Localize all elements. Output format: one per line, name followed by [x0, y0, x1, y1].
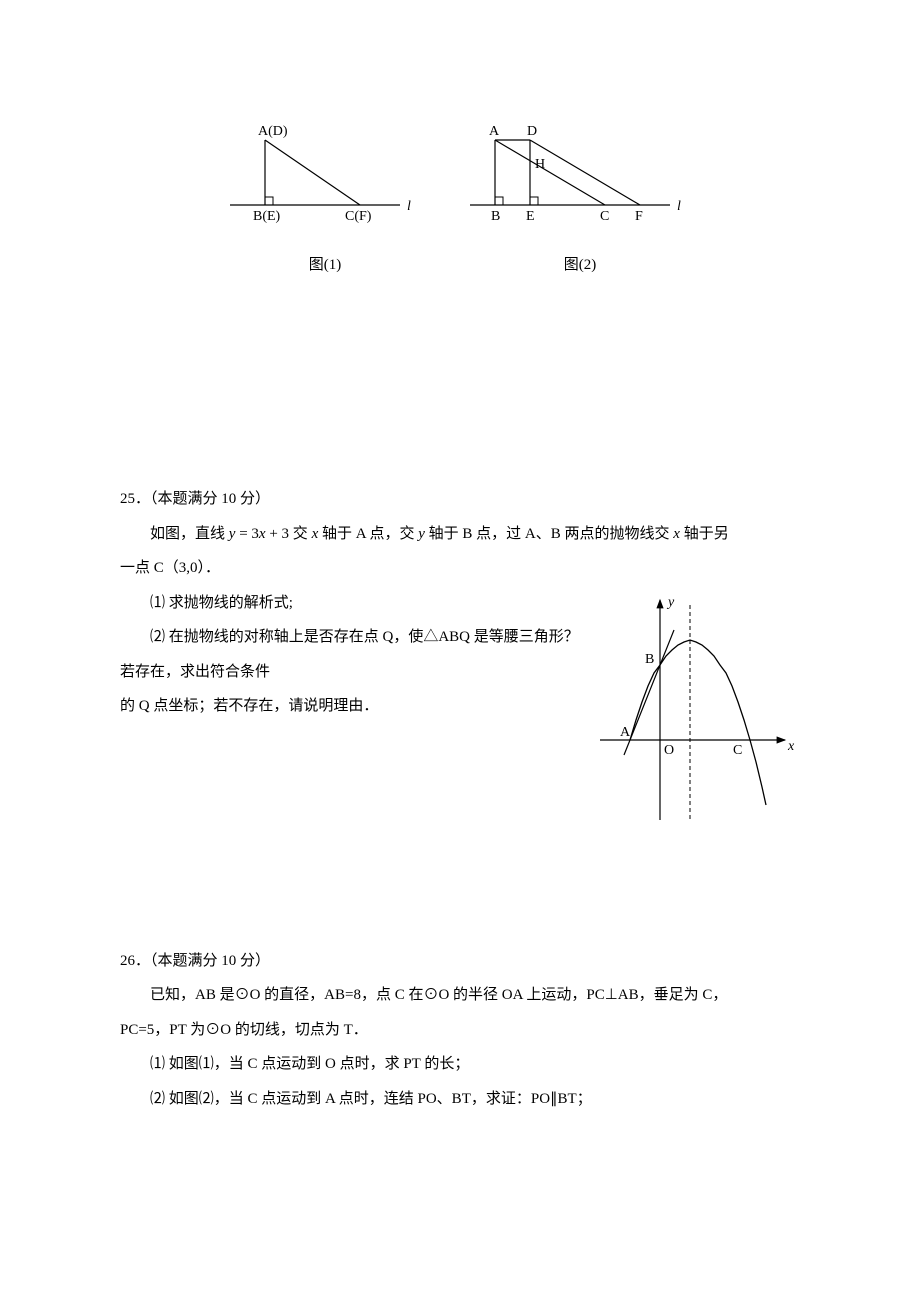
q25-y1: y	[418, 526, 425, 542]
fig2-label-D: D	[527, 124, 537, 139]
fig1-label-A: A(D)	[258, 124, 288, 139]
fig2-label-E: E	[526, 209, 535, 224]
q25-p1-c: 轴于 A 点，交	[318, 526, 418, 542]
fig2-label-A: A	[489, 124, 500, 139]
fig2-label-B: B	[491, 209, 500, 224]
fig3-label-A: A	[620, 725, 631, 740]
q26-s1: ⑴ 如图⑴，当 C 点运动到 O 点时，求 PT 的长；	[120, 1047, 800, 1082]
fig2-label-l: l	[677, 199, 681, 214]
figure-1-svg: A(D) B(E) C(F) l	[225, 120, 425, 230]
fig3-label-B: B	[645, 652, 654, 667]
figure-2-svg: H A D B E C F l	[465, 120, 695, 230]
q26-p2: PC=5，PT 为⊙O 的切线，切点为 T．	[120, 1013, 800, 1048]
fig1-label-C: C(F)	[345, 209, 372, 224]
q25-p1-b: 交	[289, 526, 312, 542]
figure-1: A(D) B(E) C(F) l 图(1)	[225, 120, 425, 282]
spacer	[120, 844, 800, 944]
q25-head: 25．（本题满分 10 分）	[120, 482, 800, 517]
q25-figure-svg: A B O C x y	[590, 590, 800, 830]
fig2-label-F: F	[635, 209, 643, 224]
fig2-label-H: H	[535, 157, 545, 172]
q25-eq: y = 3x + 3	[229, 526, 289, 542]
q25-p2: 一点 C（3,0）．	[120, 551, 800, 586]
fig1-label-l: l	[407, 199, 411, 214]
fig3-label-C: C	[733, 743, 742, 758]
q26-head: 26．（本题满分 10 分）	[120, 944, 800, 979]
fig2-caption: 图(2)	[465, 248, 695, 283]
q26-p1: 已知，AB 是⊙O 的直径，AB=8，点 C 在⊙O 的半径 OA 上运动，PC…	[120, 978, 800, 1013]
fig2-label-C: C	[600, 209, 609, 224]
q25-p1-e: 轴于另	[680, 526, 729, 542]
q25-x2: x	[673, 526, 680, 542]
figure-2: H A D B E C F l 图(2)	[465, 120, 695, 282]
q25-p1-a: 如图，直线	[150, 526, 229, 542]
q25-figure: A B O C x y	[590, 590, 800, 844]
fig1-caption: 图(1)	[225, 248, 425, 283]
fig3-label-x: x	[787, 739, 795, 754]
page: A(D) B(E) C(F) l 图(1)	[0, 0, 920, 1196]
q26-s2: ⑵ 如图⑵，当 C 点运动到 A 点时，连结 PO、BT，求证：PO∥BT；	[120, 1082, 800, 1117]
q25-p1: 如图，直线 y = 3x + 3 交 x 轴于 A 点，交 y 轴于 B 点，过…	[120, 517, 800, 552]
fig3-label-y: y	[666, 595, 675, 610]
fig3-label-O: O	[664, 743, 674, 758]
figures-row: A(D) B(E) C(F) l 图(1)	[120, 120, 800, 282]
q25-p1-d: 轴于 B 点，过 A、B 两点的抛物线交	[425, 526, 673, 542]
fig1-label-B: B(E)	[253, 209, 281, 224]
